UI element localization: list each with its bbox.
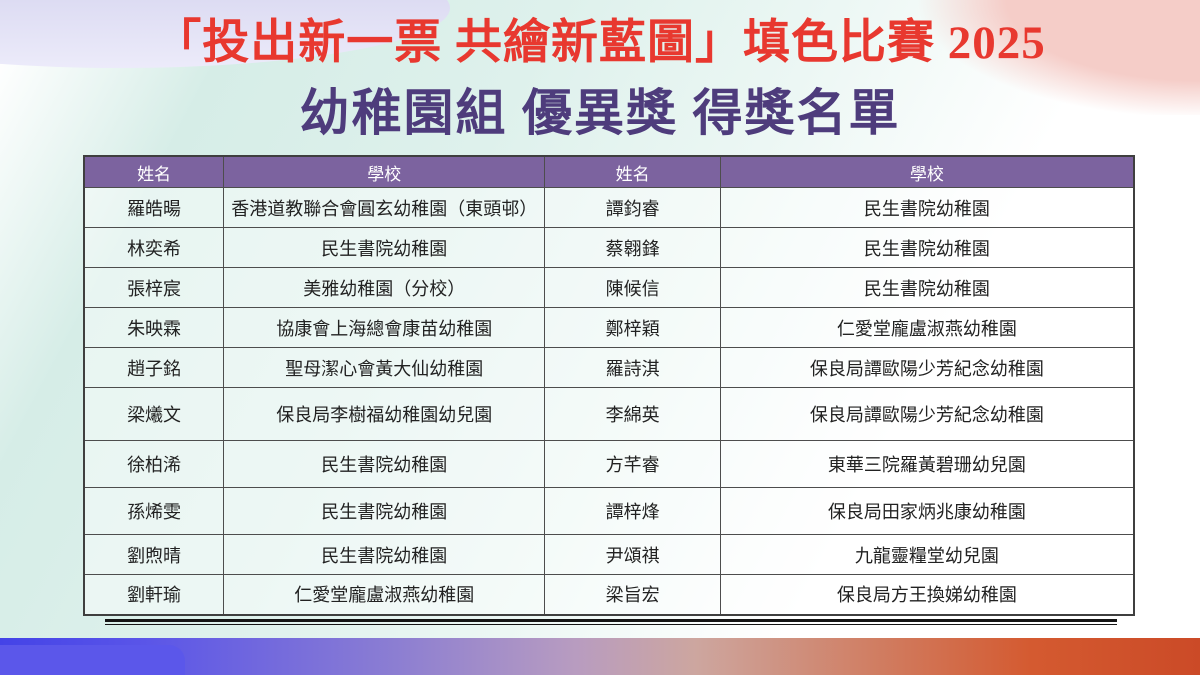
winner-name-cell: 羅皓暘: [83, 187, 225, 228]
table-row: 劉煦晴 民生書院幼稚園 尹頌祺 九龍靈糧堂幼兒園: [83, 534, 1135, 575]
winner-school-cell: 民生書院幼稚園: [223, 534, 546, 575]
column-header-school-right: 學校: [719, 155, 1135, 188]
top-right-pink-decoration: [890, 0, 1200, 115]
winner-name-cell: 林奕希: [83, 227, 225, 268]
winner-name-cell: 梁旨宏: [544, 574, 721, 615]
footer-double-rule: [105, 619, 1117, 625]
winner-name-cell: 譚梓烽: [544, 487, 721, 535]
winner-school-cell: 仁愛堂龐盧淑燕幼稚園: [719, 307, 1135, 348]
winner-school-cell: 九龍靈糧堂幼兒園: [719, 534, 1135, 575]
winner-school-cell: 仁愛堂龐盧淑燕幼稚園: [223, 574, 546, 615]
winner-name-cell: 尹頌祺: [544, 534, 721, 575]
winners-tbody: 羅皓暘 香港道教聯合會圓玄幼稚園（東頭邨） 譚鈞睿 民生書院幼稚園 林奕希 民生書院幼稚園…: [83, 187, 1135, 615]
winner-school-cell: 民生書院幼稚園: [223, 227, 546, 268]
table-row: 梁爔文 保良局李樹福幼稚園幼兒園 李綿英 保良局譚歐陽少芳紀念幼稚園: [83, 387, 1135, 441]
bottom-left-tab-decoration: [0, 645, 185, 675]
page-title: 「投出新一票 共繪新藍圖」填色比賽 2025: [154, 17, 1046, 69]
winner-school-cell: 保良局方王換娣幼稚園: [719, 574, 1135, 615]
table-row: 徐柏浠 民生書院幼稚園 方芊睿 東華三院羅黃碧珊幼兒園: [83, 440, 1135, 488]
table-header-row: 姓名 學校 姓名 學校: [83, 155, 1135, 188]
winner-school-cell: 保良局李樹福幼稚園幼兒園: [223, 387, 546, 441]
winner-school-cell: 民生書院幼稚園: [719, 227, 1135, 268]
table-row: 劉軒瑜 仁愛堂龐盧淑燕幼稚園 梁旨宏 保良局方王換娣幼稚園: [83, 574, 1135, 615]
bottom-gradient-bar: [0, 638, 1200, 675]
winner-school-cell: 民生書院幼稚園: [223, 440, 546, 488]
table-row: 羅皓暘 香港道教聯合會圓玄幼稚園（東頭邨） 譚鈞睿 民生書院幼稚園: [83, 187, 1135, 228]
winner-name-cell: 梁爔文: [83, 387, 225, 441]
column-header-school-left: 學校: [223, 155, 546, 188]
winner-school-cell: 東華三院羅黃碧珊幼兒園: [719, 440, 1135, 488]
winner-name-cell: 張梓宸: [83, 267, 225, 308]
table-row: 趙子銘 聖母潔心會黃大仙幼稚園 羅詩淇 保良局譚歐陽少芳紀念幼稚園: [83, 347, 1135, 388]
winner-name-cell: 譚鈞睿: [544, 187, 721, 228]
winner-school-cell: 聖母潔心會黃大仙幼稚園: [223, 347, 546, 388]
winner-name-cell: 趙子銘: [83, 347, 225, 388]
winner-name-cell: 李綿英: [544, 387, 721, 441]
table-row: 孫烯雯 民生書院幼稚園 譚梓烽 保良局田家炳兆康幼稚園: [83, 487, 1135, 535]
winner-name-cell: 劉煦晴: [83, 534, 225, 575]
winner-name-cell: 鄭梓穎: [544, 307, 721, 348]
winner-name-cell: 方芊睿: [544, 440, 721, 488]
winner-school-cell: 保良局田家炳兆康幼稚園: [719, 487, 1135, 535]
winner-name-cell: 羅詩淇: [544, 347, 721, 388]
winner-school-cell: 協康會上海總會康苗幼稚園: [223, 307, 546, 348]
winner-school-cell: 香港道教聯合會圓玄幼稚園（東頭邨）: [223, 187, 546, 228]
table-row: 林奕希 民生書院幼稚園 蔡翱鋒 民生書院幼稚園: [83, 227, 1135, 268]
winner-school-cell: 民生書院幼稚園: [719, 187, 1135, 228]
table-row: 朱映霖 協康會上海總會康苗幼稚園 鄭梓穎 仁愛堂龐盧淑燕幼稚園: [83, 307, 1135, 348]
table-row: 張梓宸 美雅幼稚園（分校） 陳候信 民生書院幼稚園: [83, 267, 1135, 308]
winner-school-cell: 保良局譚歐陽少芳紀念幼稚園: [719, 387, 1135, 441]
winner-school-cell: 民生書院幼稚園: [719, 267, 1135, 308]
winner-school-cell: 美雅幼稚園（分校）: [223, 267, 546, 308]
winner-name-cell: 蔡翱鋒: [544, 227, 721, 268]
winner-school-cell: 保良局譚歐陽少芳紀念幼稚園: [719, 347, 1135, 388]
winner-name-cell: 陳候信: [544, 267, 721, 308]
winner-name-cell: 劉軒瑜: [83, 574, 225, 615]
winner-school-cell: 民生書院幼稚園: [223, 487, 546, 535]
column-header-name-left: 姓名: [83, 155, 225, 188]
page-subtitle: 幼稚園組 優異獎 得獎名單: [299, 85, 901, 141]
winner-name-cell: 徐柏浠: [83, 440, 225, 488]
winners-table: 姓名 學校 姓名 學校 羅皓暘 香港道教聯合會圓玄幼稚園（東頭邨） 譚鈞睿 民生書院幼…: [83, 155, 1135, 616]
winner-name-cell: 孫烯雯: [83, 487, 225, 535]
column-header-name-right: 姓名: [544, 155, 721, 188]
winner-name-cell: 朱映霖: [83, 307, 225, 348]
